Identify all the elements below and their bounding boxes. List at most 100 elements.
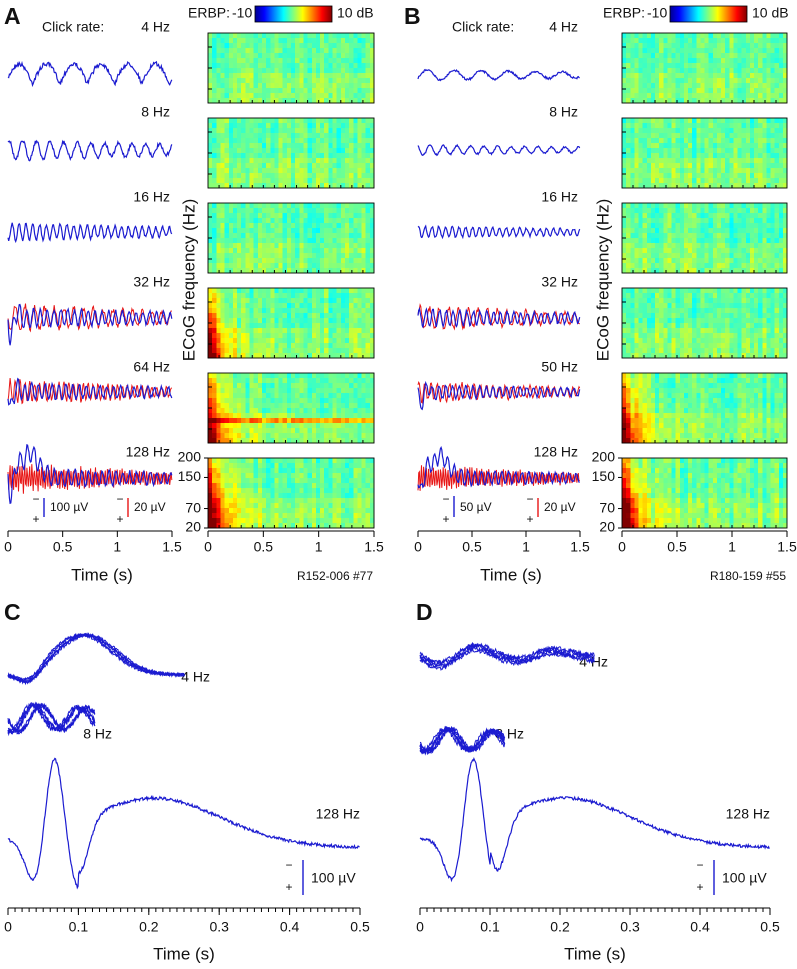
spectrogram-cell	[286, 38, 292, 44]
spectrogram-cell	[278, 388, 283, 394]
spectrogram-cell	[696, 83, 701, 89]
spectrogram-cell	[340, 493, 346, 499]
spectrogram-cell	[365, 208, 371, 214]
spectrogram-cell	[224, 418, 230, 424]
spectrogram-cell	[349, 378, 354, 384]
spectrogram-cell	[770, 168, 775, 174]
spectrogram-cell	[336, 248, 342, 254]
spectrogram-cell	[299, 178, 304, 184]
spectrogram-cell	[216, 68, 221, 74]
spectrogram-cell	[332, 58, 337, 64]
spectrogram-cell	[299, 73, 304, 79]
spectrogram-cell	[307, 323, 313, 329]
spectrogram-cell	[228, 73, 234, 79]
spectrogram-cell	[675, 218, 681, 224]
spectrogram-cell	[220, 143, 225, 149]
spectrogram-cell	[655, 68, 660, 74]
spectrogram-cell	[232, 123, 238, 129]
spectrogram-cell	[311, 38, 317, 44]
spectrogram-cell	[261, 433, 267, 439]
spectrogram-cell	[675, 123, 681, 129]
spectrogram-cell	[361, 413, 366, 419]
spectrogram-cell	[237, 128, 242, 134]
spectrogram-cell	[307, 398, 313, 404]
spectrogram-cell	[349, 403, 354, 409]
spectrogram-cell	[315, 168, 321, 174]
spectrogram-cell	[295, 48, 300, 54]
spectrogram-cell	[303, 313, 308, 319]
spectrogram-cell	[249, 123, 254, 129]
spectrogram-cell	[340, 478, 346, 484]
spectrogram-cell	[642, 123, 648, 129]
spectrogram-cell	[361, 158, 366, 164]
spectrogram-cell	[270, 428, 275, 434]
spectrogram-cell	[311, 168, 317, 174]
spectrogram-cell	[357, 33, 362, 39]
spectrogram-cell	[245, 233, 250, 239]
spectrogram-cell	[712, 43, 718, 49]
spectrogram-cell	[344, 288, 350, 294]
spectrogram-cell	[253, 483, 259, 489]
spectrogram-cell	[245, 133, 250, 139]
spectrogram-cell	[328, 413, 333, 419]
spectrogram-cell	[725, 88, 730, 94]
spectrogram-cell	[655, 58, 660, 64]
spectrogram-cell	[340, 353, 346, 359]
spectrogram-cell	[216, 128, 221, 134]
spectrogram-cell	[303, 323, 308, 329]
spectrogram-cell	[328, 63, 333, 69]
spectrogram-cell	[782, 158, 788, 164]
spectrogram-cell	[679, 33, 685, 39]
spectrogram-cell	[369, 318, 375, 324]
spectrogram-cell	[353, 468, 358, 474]
spectrogram-cell	[754, 153, 759, 159]
spectrogram-cell	[336, 338, 342, 344]
spectrogram-cell	[340, 168, 346, 174]
spectrogram-cell	[328, 388, 333, 394]
spectrogram-cell	[357, 378, 362, 384]
spectrogram-cell	[630, 43, 635, 49]
spectrogram-cell	[228, 208, 234, 214]
spectrogram-cell	[357, 408, 362, 414]
spectrogram-cell	[208, 68, 213, 74]
spectrogram-cell	[328, 88, 333, 94]
spectrogram-cell	[729, 163, 734, 169]
spectrogram-cell	[365, 238, 371, 244]
spectrogram-cell	[671, 203, 676, 209]
spectrogram-cell	[729, 98, 734, 104]
spectrogram-cell	[228, 298, 234, 304]
spectrogram-cell	[291, 323, 296, 329]
spectrogram-cell	[369, 388, 375, 394]
spectrogram-cell	[303, 298, 308, 304]
spectrogram-cell	[328, 373, 333, 379]
spectrogram-cell	[696, 53, 701, 59]
spectrogram-cell	[749, 183, 755, 189]
spectrogram-cell	[266, 38, 271, 44]
spectrogram-cell	[679, 63, 685, 69]
spectrogram-cell	[646, 233, 652, 239]
spectrogram-cell	[679, 123, 685, 129]
spectrogram-cell	[700, 98, 705, 104]
spectrogram-cell	[324, 63, 329, 69]
spectrogram-cell	[320, 303, 325, 309]
spectrogram-cell	[253, 158, 259, 164]
spectrogram-cell	[704, 88, 709, 94]
spectrogram-cell	[626, 173, 631, 179]
spectrogram-cell	[324, 43, 329, 49]
spectrogram-cell	[340, 403, 346, 409]
spectrogram-cell	[361, 228, 366, 234]
spectrogram-cell	[307, 118, 313, 124]
spectrogram-cell	[700, 63, 705, 69]
spectrogram-cell	[291, 388, 296, 394]
spectrogram-cell	[700, 223, 705, 229]
spectrogram-cell	[336, 158, 342, 164]
spectrogram-cell	[340, 63, 346, 69]
spectrogram-cell	[774, 58, 780, 64]
spectrogram-cell	[737, 33, 742, 39]
spectrogram-cell	[758, 138, 763, 144]
spectrogram-cell	[228, 98, 234, 104]
spectrogram-cell	[671, 58, 676, 64]
spectrogram-cell	[667, 248, 672, 254]
spectrogram-cell	[332, 128, 337, 134]
spectrogram-cell	[253, 33, 259, 39]
